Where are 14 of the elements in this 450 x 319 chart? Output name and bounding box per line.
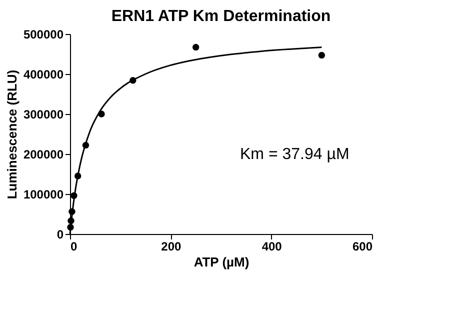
y-tick-label: 200000 xyxy=(23,148,64,162)
x-tick-label: 400 xyxy=(262,240,282,254)
x-tick-label: 0 xyxy=(70,240,78,254)
y-tick-label: 500000 xyxy=(23,28,64,42)
x-axis-title: ATP (µM) xyxy=(194,254,250,270)
y-tick-label: 300000 xyxy=(23,108,64,122)
y-axis-title: Luminescence (RLU) xyxy=(4,70,20,200)
x-tick-label: 600 xyxy=(352,240,373,254)
annotation: Km = 37.94 µM xyxy=(240,146,350,163)
y-tick-label: 0 xyxy=(56,228,64,242)
y-tick-label: 100000 xyxy=(23,188,64,202)
chart-title: ERN1 ATP Km Determination xyxy=(111,8,331,25)
y-tick-label: 400000 xyxy=(23,68,64,82)
x-tick-label: 200 xyxy=(161,240,182,254)
